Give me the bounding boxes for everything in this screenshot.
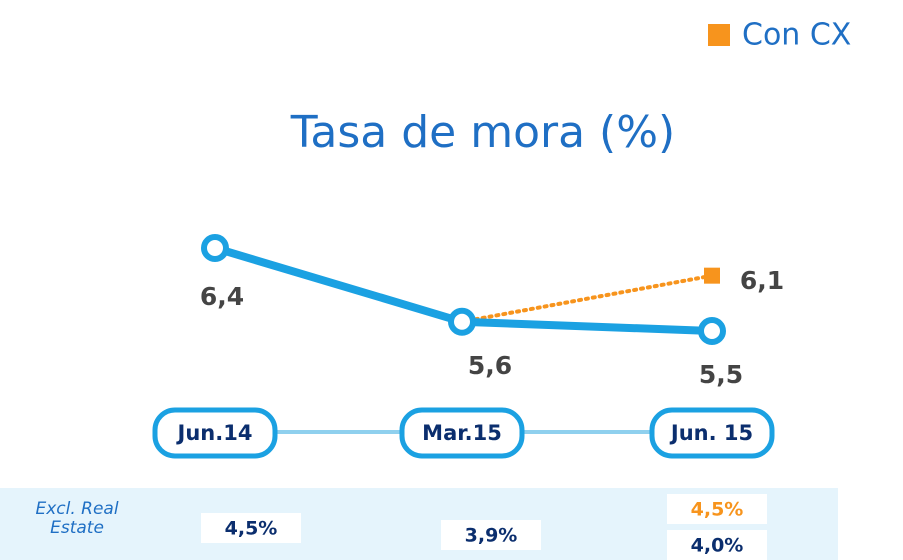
footer-value: 4,0%: [691, 535, 744, 557]
x-tick-label: Mar.15: [422, 421, 502, 445]
value-label: 6,4: [200, 282, 244, 311]
point: [448, 307, 476, 336]
value-label: 5,6: [468, 351, 512, 380]
category-pill: [152, 407, 278, 459]
footer-value: 4,5%: [225, 518, 278, 540]
value-box: [667, 530, 767, 560]
row-label: Excl. Real Estate: [35, 499, 119, 538]
legend-label: Con CX: [742, 18, 851, 53]
category-pill: [649, 407, 775, 459]
x-tick-label: Jun. 15: [669, 421, 753, 445]
value-label: 5,5: [699, 360, 743, 389]
value-box: [201, 513, 301, 543]
cx-point: [704, 267, 720, 284]
value-box: [667, 494, 767, 524]
chart-title: Tasa de mora (%): [290, 107, 675, 158]
value-label: 6,1: [740, 266, 784, 295]
point: [698, 317, 726, 345]
x-tick-label: Jun.14: [176, 421, 253, 445]
value-box: [441, 520, 541, 550]
point: [201, 234, 229, 262]
cx-line: [460, 273, 714, 324]
footer-value: 3,9%: [465, 525, 518, 547]
category-pill: [399, 407, 525, 459]
legend-swatch: [708, 24, 730, 46]
footer-value: 4,5%: [691, 499, 744, 521]
